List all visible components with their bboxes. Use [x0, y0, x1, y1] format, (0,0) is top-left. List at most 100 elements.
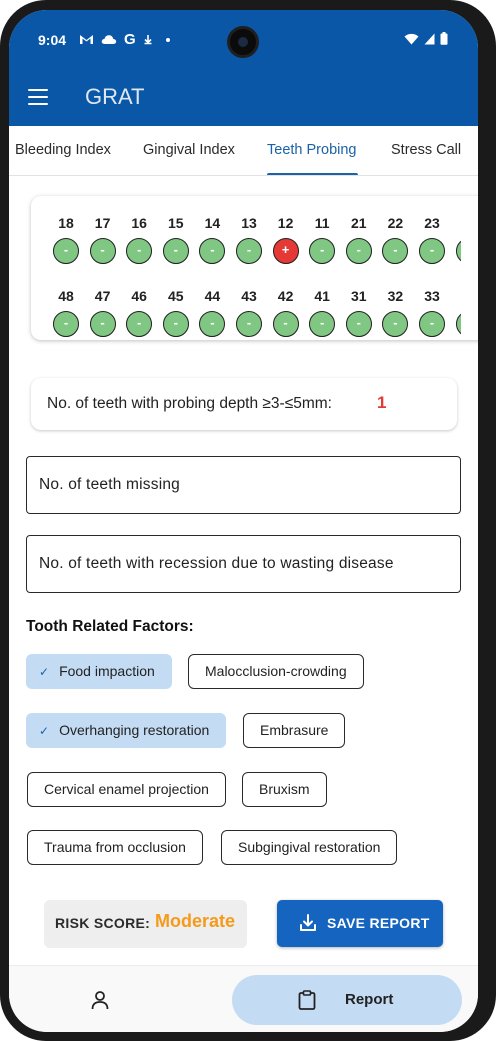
teeth-chart-scroll[interactable]: 18-17-16-15-14-13-12+11-21-22-23-24-48-4…: [31, 196, 461, 340]
person-icon[interactable]: [89, 989, 111, 1011]
tooth-33: 33 -: [414, 287, 450, 337]
risk-score-value: Moderate: [155, 911, 236, 931]
tooth-14: 14 -: [194, 214, 230, 264]
tooth-42: 42 -: [268, 287, 304, 337]
risk-score-label: RISK SCORE:: [55, 915, 151, 931]
tooth-24: 24 -: [451, 214, 461, 264]
risk-score-box: RISK SCORE: Moderate: [44, 900, 247, 948]
camera-cutout: [227, 26, 259, 58]
dot-icon: [165, 37, 170, 42]
tooth-17: 17 -: [85, 214, 121, 264]
tooth-number: 43: [241, 288, 257, 304]
tooth-15: 15 -: [158, 214, 194, 264]
tooth-negative-toggle[interactable]: -: [53, 238, 79, 264]
tooth-48: 48 -: [48, 287, 84, 337]
chip-overhanging-restoration[interactable]: ✓ Overhanging restoration: [26, 713, 227, 748]
tooth-negative-toggle[interactable]: -: [162, 238, 189, 264]
tooth-negative-toggle[interactable]: -: [162, 311, 189, 337]
tooth-negative-toggle[interactable]: -: [455, 238, 461, 264]
tooth-negative-toggle[interactable]: -: [126, 238, 153, 264]
tooth-16: 16 -: [121, 214, 157, 264]
chip-food-impaction[interactable]: ✓ Food impaction: [26, 654, 172, 689]
chip-label: Trauma from occlusion: [44, 839, 186, 855]
nav-report[interactable]: Report: [232, 975, 462, 1025]
tooth-number: 24: [451, 214, 462, 232]
tab-gingival-index[interactable]: Gingival Index: [143, 142, 235, 158]
tooth-number: 14: [204, 215, 221, 231]
tooth-number: 45: [168, 288, 184, 304]
tooth-negative-toggle[interactable]: -: [89, 238, 116, 264]
chip-embrasure[interactable]: Embrasure: [243, 713, 346, 748]
tooth-number: 11: [314, 215, 330, 231]
check-icon: ✓: [39, 724, 50, 738]
teeth-missing-field[interactable]: No. of teeth missing: [26, 456, 461, 514]
tooth-number: 44: [204, 288, 221, 304]
chip-cervical-enamel-projection[interactable]: Cervical enamel projection: [27, 772, 226, 807]
app-title: GRAT: [85, 84, 145, 109]
tab-teeth-probing[interactable]: Teeth Probing: [267, 142, 357, 158]
tab-bar: Bleeding Index Gingival Index Teeth Prob…: [9, 126, 478, 176]
chip-subgingival-restoration[interactable]: Subgingival restoration: [221, 830, 398, 865]
tooth-number: 32: [387, 288, 404, 304]
tooth-negative-toggle[interactable]: -: [53, 311, 79, 337]
teeth-missing-placeholder: No. of teeth missing: [39, 476, 180, 493]
bottom-navigation: Report: [9, 965, 478, 1032]
tooth-number: 31: [351, 288, 367, 304]
wifi-icon: [404, 33, 419, 44]
tooth-22: 22 -: [377, 214, 413, 264]
chip-label: Bruxism: [259, 781, 310, 797]
tooth-18: 18 -: [48, 214, 84, 264]
tooth-negative-toggle[interactable]: -: [199, 238, 226, 264]
status-system-icons: [404, 32, 448, 45]
tooth-number: 15: [168, 215, 184, 231]
tooth-negative-toggle[interactable]: -: [126, 311, 153, 337]
tooth-number: 48: [58, 288, 74, 304]
tooth-negative-toggle[interactable]: -: [382, 238, 409, 264]
tab-bleeding-index[interactable]: Bleeding Index: [15, 142, 111, 158]
tooth-negative-toggle[interactable]: -: [199, 311, 226, 337]
tooth-negative-toggle[interactable]: -: [89, 311, 116, 337]
chip-label: Overhanging restoration: [59, 722, 210, 738]
tooth-negative-toggle[interactable]: -: [345, 238, 372, 264]
tab-stress-call[interactable]: Stress Call: [391, 142, 462, 158]
tooth-negative-toggle[interactable]: -: [419, 238, 445, 264]
tooth-negative-toggle[interactable]: -: [309, 311, 336, 337]
tooth-number: 21: [351, 215, 367, 231]
tooth-negative-toggle[interactable]: -: [236, 311, 262, 337]
tooth-34: 34 -: [451, 287, 461, 337]
save-report-button[interactable]: SAVE REPORT: [277, 900, 443, 947]
screen: 9:04 G GRAT Bleeding Index Gingival I: [9, 10, 478, 1032]
signal-icon: [424, 33, 435, 44]
tooth-13: 13 -: [231, 214, 267, 264]
teeth-recession-field[interactable]: No. of teeth with recession due to wasti…: [26, 535, 461, 593]
tooth-number: 41: [314, 288, 330, 304]
tooth-negative-toggle[interactable]: -: [345, 311, 372, 337]
chip-label: Food impaction: [59, 663, 155, 679]
tooth-negative-toggle[interactable]: -: [309, 238, 336, 264]
probing-depth-card: No. of teeth with probing depth ≥3-≤5mm:…: [31, 378, 457, 430]
google-icon: G: [124, 31, 136, 48]
menu-icon[interactable]: [28, 89, 48, 105]
teeth-recession-placeholder: No. of teeth with recession due to wasti…: [39, 555, 394, 572]
chip-malocclusion-crowding[interactable]: Malocclusion-crowding: [188, 654, 364, 689]
tooth-positive-toggle[interactable]: +: [272, 238, 299, 264]
tooth-negative-toggle[interactable]: -: [272, 311, 299, 337]
clipboard-icon: [298, 990, 316, 1010]
tooth-negative-toggle[interactable]: -: [236, 238, 262, 264]
chip-bruxism[interactable]: Bruxism: [242, 772, 327, 807]
tooth-31: 31 -: [341, 287, 377, 337]
tooth-45: 45 -: [158, 287, 194, 337]
tooth-number: 47: [94, 288, 111, 304]
tooth-negative-toggle[interactable]: -: [455, 311, 461, 337]
teeth-chart-card: 18-17-16-15-14-13-12+11-21-22-23-24-48-4…: [31, 196, 478, 340]
download-icon: [144, 34, 152, 44]
chip-label: Cervical enamel projection: [44, 781, 209, 797]
tooth-47: 47 -: [85, 287, 121, 337]
chip-trauma-from-occlusion[interactable]: Trauma from occlusion: [27, 830, 203, 865]
tooth-46: 46 -: [121, 287, 157, 337]
tooth-negative-toggle[interactable]: -: [419, 311, 445, 337]
tooth-negative-toggle[interactable]: -: [382, 311, 409, 337]
nav-report-label: Report: [345, 991, 394, 1008]
tooth-23: 23 -: [414, 214, 450, 264]
tooth-number: 42: [277, 288, 294, 304]
